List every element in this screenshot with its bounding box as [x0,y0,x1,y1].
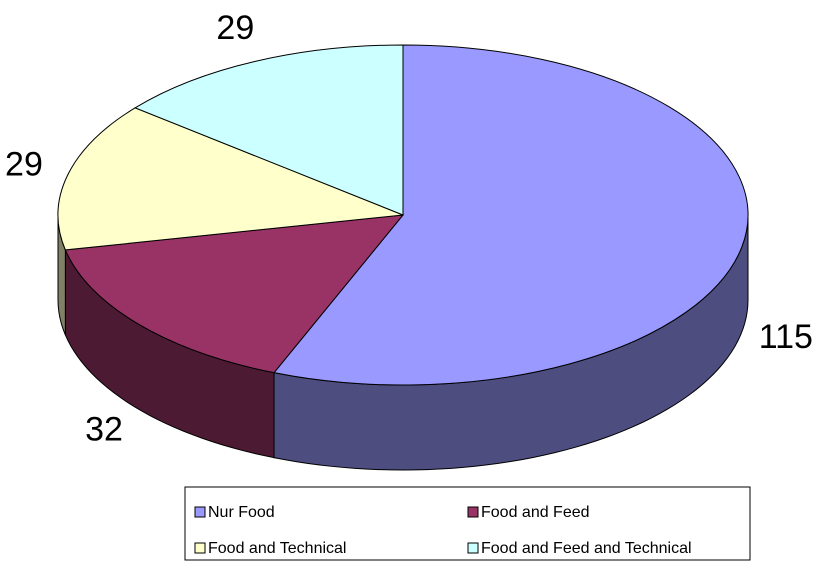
legend-label: Food and Feed [481,504,590,521]
data-label: 115 [759,318,813,356]
pie-slice [134,44,404,216]
data-label: 29 [216,9,254,47]
legend-swatch [194,542,206,554]
pie-slice [273,44,749,386]
legend-swatch [194,506,206,518]
legend-swatch [467,542,479,554]
legend-label: Nur Food [208,504,275,521]
data-label: 32 [85,411,123,449]
legend-label: Food and Feed and Technical [481,540,692,557]
pie-slice [57,107,404,251]
data-label: 29 [5,146,43,184]
pie-slice [64,214,405,374]
legend-swatch [467,506,479,518]
legend-label: Food and Technical [208,540,346,557]
